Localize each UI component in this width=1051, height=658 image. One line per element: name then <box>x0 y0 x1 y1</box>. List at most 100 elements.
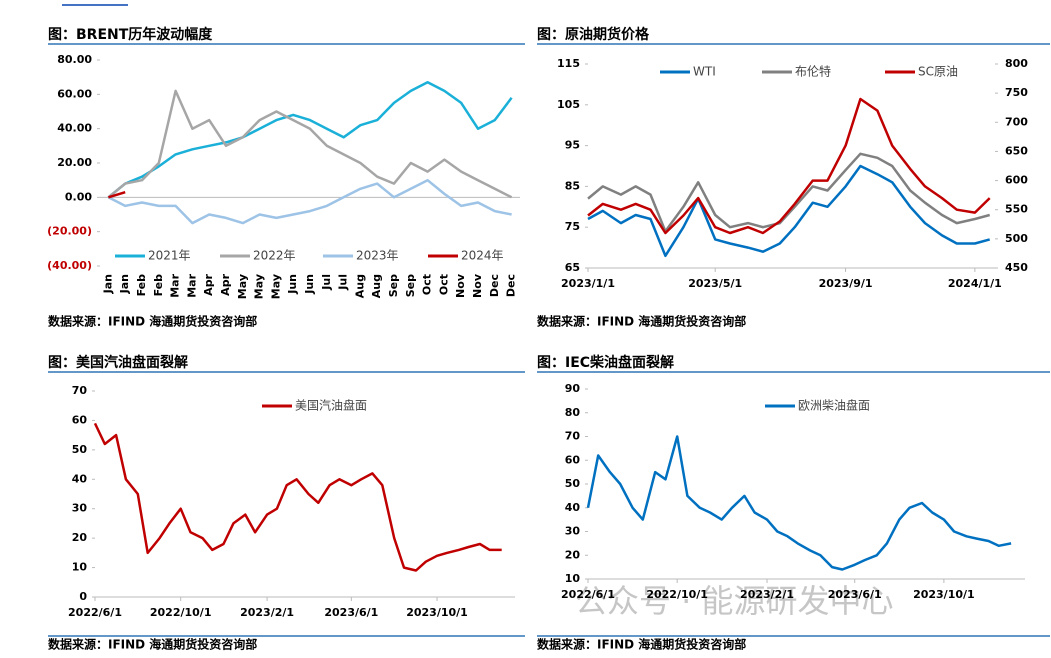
x-tick-label: May <box>253 274 266 299</box>
y-tick-label: 10 <box>72 561 88 574</box>
legend-label: 2024年 <box>461 249 504 263</box>
series-line <box>586 435 1012 571</box>
x-tick-label: 2023/2/1 <box>240 606 294 619</box>
y-tick-label: 85 <box>565 179 580 192</box>
legend-label: 2021年 <box>148 249 191 263</box>
y2-tick-label: 750 <box>1005 86 1028 99</box>
chart-title: 图：美国汽油盘面裂解 <box>48 354 188 371</box>
y2-tick-label: 600 <box>1005 174 1028 187</box>
legend-label: 美国汽油盘面 <box>295 398 367 413</box>
y-tick-label: 80.00 <box>57 53 92 66</box>
x-tick-label: 2022/10/1 <box>646 588 708 601</box>
y-tick-label: 105 <box>557 98 580 111</box>
y-tick-label: 30 <box>72 502 88 515</box>
y-tick-label: 40 <box>565 501 581 514</box>
y-tick-label: 60 <box>72 413 88 426</box>
series-line <box>107 89 513 199</box>
x-tick-label: Sep <box>387 274 400 297</box>
series-line <box>93 422 502 572</box>
series-line <box>587 152 991 233</box>
x-tick-label: Nov <box>454 273 467 298</box>
legend-label: 欧洲柴油盘面 <box>798 398 870 413</box>
series-line <box>107 178 512 225</box>
x-tick-label: Jan <box>118 274 131 294</box>
y2-tick-label: 550 <box>1005 203 1028 216</box>
y-tick-label: 20 <box>72 531 88 544</box>
y-tick-label: 40 <box>72 472 88 485</box>
x-tick-label: 2023/10/1 <box>406 606 468 619</box>
x-tick-label: 2023/6/1 <box>324 606 378 619</box>
x-tick-label: Aug <box>353 274 366 298</box>
source: 数据来源：IFIND 海通期货投资咨询部 <box>537 637 746 652</box>
x-tick-label: Jul <box>320 274 333 291</box>
legend-label: 2023年 <box>356 249 399 263</box>
x-tick-label: 2022/6/1 <box>68 606 122 619</box>
y-tick-label: 65 <box>565 261 580 274</box>
series-line <box>587 164 991 258</box>
x-tick-label: Aug <box>370 274 383 298</box>
y-tick-label: 50 <box>565 477 581 490</box>
y-tick-label: 20.00 <box>57 156 92 169</box>
x-tick-label: Jun <box>303 274 316 295</box>
x-tick-label: 2023/6/1 <box>828 588 882 601</box>
x-tick-label: 2022/10/1 <box>150 606 212 619</box>
y-tick-label: 70 <box>565 430 581 443</box>
x-tick-label: Feb <box>135 274 148 297</box>
x-tick-label: Mar <box>185 273 198 297</box>
y-tick-label: 95 <box>565 139 580 152</box>
source: 数据来源：IFIND 海通期货投资咨询部 <box>48 314 257 329</box>
y-tick-label: 40.00 <box>57 122 92 135</box>
y2-tick-label: 450 <box>1005 261 1028 274</box>
y2-tick-label: 500 <box>1005 232 1028 245</box>
y-tick-label: 30 <box>565 525 581 538</box>
x-tick-label: Oct <box>421 274 434 295</box>
x-tick-label: Oct <box>437 274 450 295</box>
x-tick-label: Dec <box>488 274 501 297</box>
x-tick-label: Jul <box>337 274 350 291</box>
x-tick-label: 2023/10/1 <box>913 588 975 601</box>
x-tick-label: Apr <box>202 273 215 295</box>
x-tick-label: 2022/6/1 <box>561 588 615 601</box>
y-tick-label: 20 <box>565 548 581 561</box>
y2-tick-label: 800 <box>1005 57 1028 70</box>
chart-title: 图：原油期货价格 <box>537 26 650 43</box>
x-tick-label: May <box>236 274 249 299</box>
x-tick-label: Sep <box>404 274 417 297</box>
y-tick-label: (40.00) <box>47 259 92 272</box>
x-tick-label: Nov <box>471 273 484 298</box>
series-line <box>587 97 991 235</box>
x-tick-label: Jan <box>101 274 114 294</box>
y2-tick-label: 700 <box>1005 115 1028 128</box>
y2-tick-label: 650 <box>1005 144 1028 157</box>
y-tick-label: 0 <box>79 590 87 603</box>
x-tick-label: Mar <box>169 273 182 297</box>
y-tick-label: (20.00) <box>47 225 92 238</box>
x-tick-label: May <box>269 274 282 299</box>
x-tick-label: 2024/1/1 <box>948 277 1002 290</box>
series-line <box>107 81 513 199</box>
y-tick-label: 0.00 <box>65 190 92 203</box>
chart-title: 图：BRENT历年波动幅度 <box>48 26 213 43</box>
y-tick-label: 70 <box>72 384 88 397</box>
x-tick-label: Apr <box>219 273 232 295</box>
y-tick-label: 80 <box>565 406 581 419</box>
legend-label: SC原油 <box>918 65 958 79</box>
x-tick-label: 2023/9/1 <box>819 277 873 290</box>
top-underline <box>62 4 128 6</box>
x-tick-label: 2023/1/1 <box>561 277 615 290</box>
y-tick-label: 75 <box>565 220 580 233</box>
y-tick-label: 10 <box>565 572 581 585</box>
x-tick-label: Dec <box>505 274 518 297</box>
x-tick-label: 2023/2/1 <box>740 588 794 601</box>
y-tick-label: 115 <box>557 57 580 70</box>
legend-label: 布伦特 <box>795 64 831 79</box>
x-tick-label: 2023/5/1 <box>688 277 742 290</box>
legend-label: 2022年 <box>253 249 296 263</box>
legend-label: WTI <box>693 65 716 79</box>
watermark: 公众号 · 能源研发中心 <box>575 582 894 620</box>
source: 数据来源：IFIND 海通期货投资咨询部 <box>48 637 257 652</box>
y-tick-label: 60.00 <box>57 87 92 100</box>
chart-title: 图：IEC柴油盘面裂解 <box>537 354 674 371</box>
series-line <box>108 191 126 199</box>
